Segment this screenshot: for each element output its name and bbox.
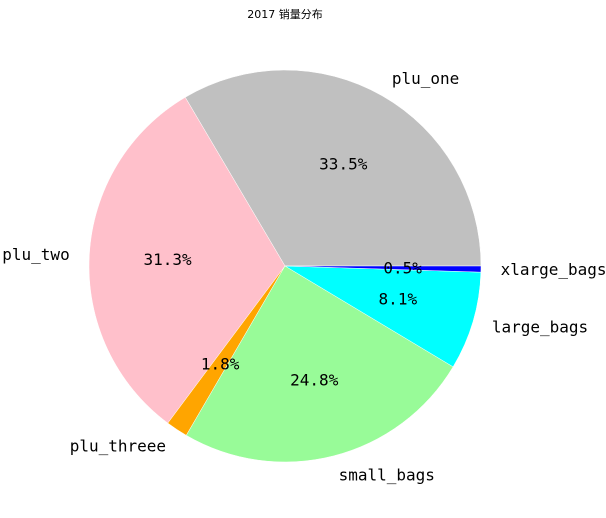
pct-label-plu-one: 33.5% [319,154,368,173]
slice-label-plu-two: plu_two [2,245,69,264]
pct-label-small-bags: 24.8% [290,370,339,389]
pie-labels: plu_one 33.5% plu_two 31.3% plu_threee 1.8% sm… [2,69,606,484]
pct-label-large-bags: 8.1% [379,290,418,309]
pct-label-xlarge-bags: 0.5% [383,258,422,277]
slice-label-plu-threee: plu_threee [70,436,166,455]
chart-title: 2017 销量分布 [247,7,323,21]
slice-label-plu-one: plu_one [392,69,459,88]
pct-label-plu-two: 31.3% [143,250,192,269]
pie-slice-small-bags [185,265,454,463]
slice-label-small-bags: small_bags [339,465,435,484]
slice-label-xlarge-bags: xlarge_bags [501,260,606,279]
pct-label-plu-threee: 1.8% [201,355,240,374]
slice-label-large-bags: large_bags [492,317,588,336]
pie-slice-plu-two [88,96,286,424]
pie-slices [88,69,482,463]
pie-slice-xlarge-bags [284,265,482,273]
pie-slice-large-bags [284,265,482,368]
pie-slice-plu-one [184,69,482,267]
